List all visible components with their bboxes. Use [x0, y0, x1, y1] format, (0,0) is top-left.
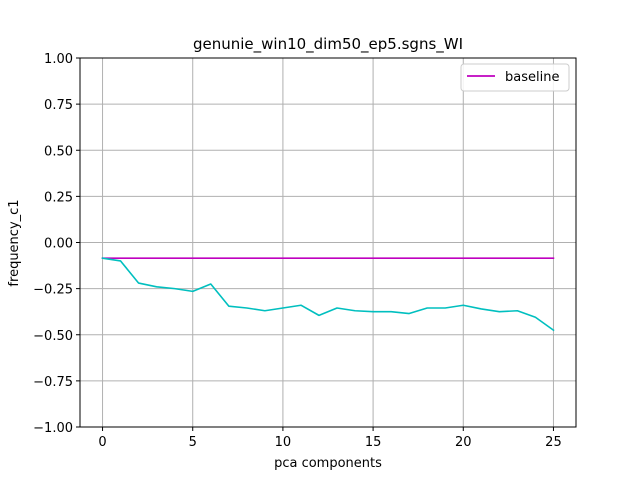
x-tick-label: 10 [275, 435, 292, 450]
y-tick-label: 0.00 [44, 237, 73, 252]
x-tick-label: 0 [98, 435, 106, 450]
legend-box [460, 63, 570, 92]
y-tick-label: −0.50 [33, 329, 73, 344]
y-tick-label: −0.25 [33, 283, 73, 298]
y-tick-label: 1.00 [44, 52, 73, 67]
y-tick-label: 0.50 [44, 144, 73, 159]
series-line-1 [101, 257, 555, 332]
legend: baseline [460, 63, 570, 92]
chart-title: genunie_win10_dim50_ep5.sgns_WI [193, 35, 463, 54]
x-axis-title: pca components [274, 456, 382, 471]
x-tick-label: 5 [189, 435, 197, 450]
y-tick-label: 0.25 [44, 190, 73, 205]
ticks: 0 5 10 15 20 25 −1.00 −0.75 −0.50 −0.25 0.00 0.25 0.… [33, 52, 562, 450]
y-tick-label: 0.75 [44, 98, 73, 113]
legend-label-baseline: baseline [505, 70, 559, 85]
x-tick-label: 25 [545, 435, 562, 450]
series-layer [101, 257, 555, 332]
x-tick-label: 15 [365, 435, 382, 450]
x-tick-label: 20 [455, 435, 472, 450]
y-axis-title: frequency_c1 [7, 199, 22, 286]
y-tick-label: −1.00 [33, 421, 73, 436]
y-tick-label: −0.75 [33, 375, 73, 390]
